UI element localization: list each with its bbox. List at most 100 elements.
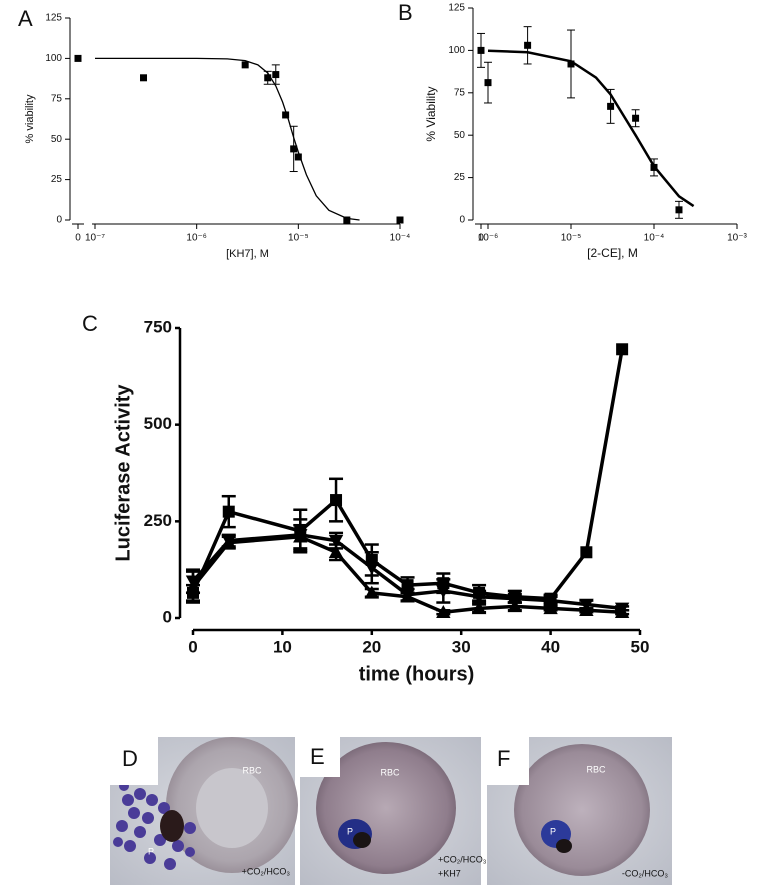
parasite-label: P	[347, 826, 353, 836]
micrograph: F RBC P -CO₂/HCO₃	[487, 737, 672, 885]
x-axis-label: [KH7], M	[226, 248, 269, 260]
x-axis-label: [2-CE], M	[587, 246, 638, 260]
marker	[343, 216, 351, 224]
pigment	[353, 832, 371, 848]
marker	[364, 585, 379, 599]
condition-label: +KH7	[438, 868, 461, 878]
x-tick-label: 10⁻⁷	[85, 233, 105, 244]
y-tick-label: 25	[454, 172, 466, 183]
chart: 0 250 500 750 0 10 20 30 40 50 time (hours) Lucifer…	[112, 317, 649, 685]
x-tick-label: 10	[273, 637, 292, 656]
fit-curve	[95, 57, 360, 221]
marker	[293, 529, 308, 543]
marker	[632, 114, 640, 122]
x-tick-label: 10⁻⁵	[288, 233, 309, 244]
micrograph: D RBC P +CO₂/HCO₃	[110, 737, 298, 885]
marker	[185, 575, 201, 589]
x-tick-label: 0	[478, 233, 484, 244]
cell-label: RBC	[380, 767, 400, 777]
panel-label: F	[497, 746, 510, 771]
marker	[328, 534, 344, 548]
x-tick-label: 50	[631, 637, 650, 656]
condition-label: -CO₂/HCO₃	[622, 868, 668, 878]
x-tick-label: 10⁻⁴	[644, 233, 665, 244]
x-tick-label: 40	[541, 637, 560, 656]
marker	[507, 592, 523, 606]
marker	[614, 602, 630, 616]
panel-label: C	[82, 311, 98, 336]
marker	[222, 505, 235, 518]
condition-label: +CO₂/HCO₃	[242, 866, 291, 876]
marker	[396, 216, 404, 224]
y-tick-label: 100	[448, 45, 465, 56]
y-tick-label: 250	[144, 511, 172, 530]
marker	[140, 74, 148, 82]
marker	[330, 494, 343, 507]
panel-label: E	[310, 744, 325, 769]
cell-label: RBC	[586, 764, 606, 774]
marker	[471, 590, 487, 604]
pigment	[556, 839, 572, 853]
label-box	[300, 737, 340, 777]
series-line	[191, 535, 623, 614]
y-tick-label: 75	[51, 93, 63, 104]
micrograph: E RBC P +CO₂/HCO₃ +KH7	[300, 737, 487, 885]
y-axis-label: % Viability	[424, 86, 438, 141]
x-tick-label: 0	[75, 233, 81, 244]
marker	[579, 598, 594, 612]
red-blood-cell	[514, 744, 650, 876]
y-tick-label: 50	[51, 134, 63, 145]
marker	[400, 589, 415, 602]
chart: 0 25 50 75 100 125 0 10⁻⁷ 10⁻⁶ 10⁻⁵ 10⁻⁴ [KH7], M % …	[24, 13, 410, 260]
y-tick-label: 0	[459, 215, 465, 226]
marker	[294, 153, 302, 161]
cell-center	[196, 768, 268, 848]
x-tick-label: 30	[452, 637, 471, 656]
panel-label: A	[18, 6, 33, 31]
parasite-label: P	[148, 846, 154, 856]
marker	[328, 545, 344, 559]
y-tick-label: 0	[163, 607, 172, 626]
marker	[221, 534, 236, 548]
y-tick-label: 500	[144, 414, 172, 433]
label-box	[487, 737, 529, 785]
fit-curve	[487, 49, 695, 208]
marker	[436, 605, 451, 618]
y-axis-label: % viability	[24, 94, 36, 143]
panel-label: B	[398, 0, 413, 25]
y-tick-label: 25	[51, 174, 63, 185]
series-line	[191, 533, 623, 611]
x-axis-label: time (hours)	[359, 663, 475, 685]
marker	[282, 111, 290, 119]
y-tick-label: 50	[454, 130, 466, 141]
x-tick-label: 10⁻⁶	[478, 233, 499, 244]
marker	[616, 343, 629, 356]
marker	[524, 41, 532, 49]
marker	[74, 54, 82, 62]
x-tick-label: 10⁻⁵	[561, 233, 582, 244]
x-tick-label: 10⁻³	[727, 233, 747, 244]
y-tick-label: 125	[45, 13, 62, 24]
marker	[436, 585, 451, 599]
x-tick-label: 10⁻⁶	[186, 233, 207, 244]
marker	[264, 74, 272, 82]
marker	[580, 546, 593, 559]
marker	[364, 561, 379, 575]
marker	[675, 206, 683, 214]
label-box	[110, 737, 158, 785]
x-tick-label: 10⁻⁴	[390, 233, 411, 244]
y-tick-label: 750	[144, 317, 172, 336]
marker	[650, 163, 658, 171]
cell-label: RBC	[242, 765, 262, 775]
y-tick-label: 75	[454, 87, 466, 98]
marker	[543, 594, 558, 608]
y-tick-label: 125	[448, 3, 465, 14]
marker	[241, 61, 249, 69]
x-tick-label: 20	[362, 637, 381, 656]
y-tick-label: 100	[45, 53, 62, 64]
pigment	[160, 810, 184, 842]
condition-label: +CO₂/HCO₃	[438, 854, 487, 864]
x-tick-label: 0	[188, 637, 197, 656]
